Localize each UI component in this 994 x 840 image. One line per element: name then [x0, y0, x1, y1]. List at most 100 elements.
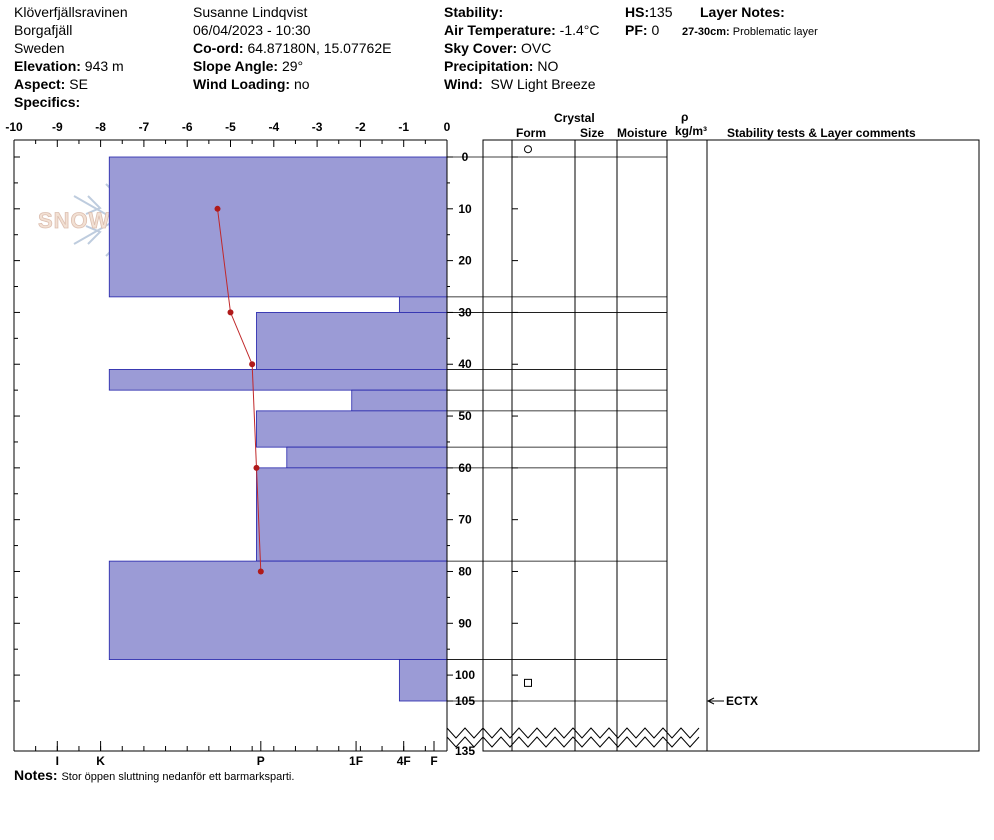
sky-value: OVC: [521, 40, 552, 56]
layer-notes-label: Layer Notes:: [700, 4, 785, 20]
elevation-value: 943 m: [84, 58, 124, 74]
wind-loading: Wind Loading: no: [193, 76, 310, 92]
sky-label: Sky Cover:: [444, 40, 518, 56]
hardness-layer-3: [108, 369, 448, 391]
temp-tick-label: -10: [5, 120, 23, 134]
country-name: Sweden: [14, 40, 65, 56]
hardness-tick-label: 4F: [397, 754, 411, 768]
crystal-circle-symbol: [524, 145, 532, 154]
depth-tick-label: 40: [458, 357, 472, 371]
air-temp-value: -1.4°C: [559, 22, 600, 38]
temperature-point: [257, 568, 264, 575]
depth-tick-label: 90: [458, 616, 472, 630]
temp-tick-label: -2: [355, 120, 366, 134]
size-header: Size: [580, 126, 604, 140]
hardness-layer-9: [398, 659, 448, 702]
temp-tick-label: -4: [268, 120, 279, 134]
aspect: Aspect: SE: [14, 76, 88, 92]
density-symbol: ρ: [681, 110, 688, 124]
pf: PF: 0: [625, 22, 659, 38]
layer-boundaries: [483, 156, 667, 702]
hardness-layer-8: [108, 560, 448, 660]
layer-note-text: Problematic layer: [732, 26, 818, 38]
hardness-ticks: I K P 1F 4F F: [35, 741, 438, 768]
sky-cover: Sky Cover: OVC: [444, 40, 551, 56]
hardness-layer-4: [351, 389, 448, 412]
temp-tick-label: -7: [139, 120, 150, 134]
slope-angle: Slope Angle: 29°: [193, 58, 303, 74]
depth-break-zigzag: [446, 727, 700, 748]
temp-tick-label: 0: [444, 120, 451, 134]
form-header: Form: [516, 126, 546, 140]
temp-tick-label: -9: [52, 120, 63, 134]
hs: HS:135: [625, 4, 672, 20]
temp-tick-label: -8: [95, 120, 106, 134]
layer-grid-frame: [482, 139, 980, 752]
precipitation: Precipitation: NO: [444, 58, 558, 74]
hardness-layers: [108, 156, 448, 702]
stability-label: Stability:: [444, 4, 504, 20]
notes-label: Notes:: [14, 767, 58, 783]
wind-value: SW Light Breeze: [490, 76, 596, 92]
elevation-label: Elevation:: [14, 58, 81, 74]
wind-loading-label: Wind Loading:: [193, 76, 291, 92]
air-temperature: Air Temperature: -1.4°C: [444, 22, 600, 38]
wind-loading-value: no: [293, 76, 310, 92]
notes: Notes: Stor öppen sluttning nedanför ett…: [14, 767, 294, 785]
hs-value: 135: [649, 4, 673, 20]
depth-tick-label: 10: [458, 202, 472, 216]
moisture-header: Moisture: [617, 126, 667, 140]
wind-label: Wind:: [444, 76, 483, 92]
observer-name: Susanne Lindqvist: [193, 4, 308, 20]
temp-tick-label: -3: [312, 120, 323, 134]
layer-connectors: [447, 156, 483, 702]
depth-tick-label: 70: [458, 513, 472, 527]
hardness-layer-5: [256, 410, 448, 448]
crystal-form-symbols: [524, 145, 532, 687]
hardness-tick-label: I: [56, 754, 59, 768]
hardness-tick-label: F: [430, 754, 437, 768]
layer-note-range: 27-30cm:: [682, 26, 730, 38]
coord-value: 64.87180N, 15.07762E: [247, 40, 392, 56]
depth-tick-label: 20: [458, 254, 472, 268]
specifics-label: Specifics:: [14, 94, 81, 110]
hardness-layer-1: [398, 296, 448, 313]
temperature-profile: [214, 205, 264, 575]
hardness-layer-6: [286, 446, 448, 469]
slope-value: 29°: [281, 58, 304, 74]
depth-tick-label: 80: [458, 564, 472, 578]
layer-note: 27-30cm: Problematic layer: [682, 24, 818, 40]
stability-tests: ECTX: [706, 694, 758, 708]
notes-text: Stor öppen sluttning nedanför ett barmar…: [61, 771, 295, 783]
temp-tick-label: -6: [182, 120, 193, 134]
temperature-ticks: -10 -9 -8 -7 -6 -5 -4 -3 -2 -1 0: [5, 120, 451, 147]
depth-tick-label: 50: [458, 409, 472, 423]
depth-tick-label: 100: [455, 668, 475, 682]
observation-datetime: 06/04/2023 - 10:30: [193, 22, 311, 38]
precip-label: Precipitation:: [444, 58, 534, 74]
crystal-square-symbol: [524, 678, 532, 687]
aspect-label: Aspect:: [14, 76, 66, 92]
hardness-layer-2: [256, 312, 448, 370]
temperature-point: [227, 309, 234, 316]
temp-tick-label: -5: [225, 120, 236, 134]
stability-comments-header: Stability tests & Layer comments: [727, 126, 916, 140]
coord-label: Co-ord:: [193, 40, 244, 56]
hs-label: HS:: [625, 4, 650, 20]
temperature-point: [253, 464, 260, 471]
pf-value: 0: [651, 22, 660, 38]
hardness-layer-0: [108, 156, 448, 298]
density-unit: kg/m³: [675, 124, 707, 138]
temperature-point: [249, 361, 256, 368]
precip-value: NO: [537, 58, 559, 74]
hardness-tick-label: P: [257, 754, 265, 768]
wind: Wind: SW Light Breeze: [444, 76, 596, 92]
hardness-tick-label: K: [96, 754, 105, 768]
depth-bottom-label: 135: [455, 744, 475, 758]
stability-test-arrowhead: [706, 697, 715, 705]
hardness-layer-7: [256, 467, 448, 562]
air-temp-label: Air Temperature:: [444, 22, 556, 38]
location-name: Klöverfjällsravinen: [14, 4, 128, 20]
slope-label: Slope Angle:: [193, 58, 279, 74]
